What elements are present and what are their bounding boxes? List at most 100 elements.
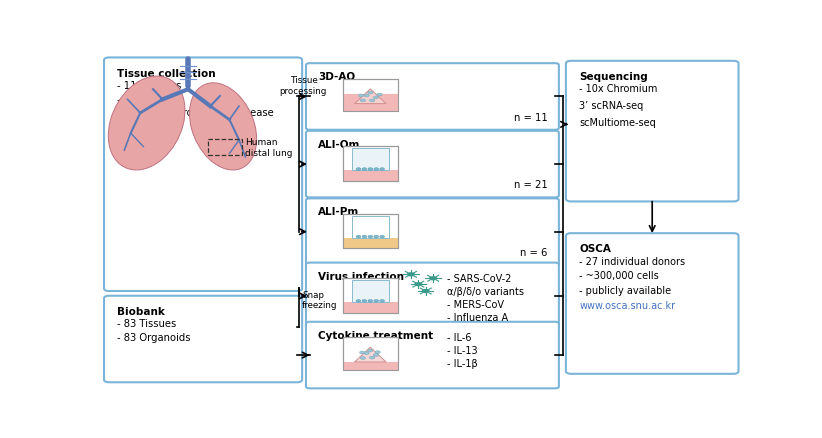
Circle shape [375, 351, 381, 354]
Circle shape [370, 357, 375, 359]
Bar [343, 238, 398, 249]
Text: - Normal / Chronic lung disease: - Normal / Chronic lung disease [118, 108, 275, 118]
Bar [352, 281, 389, 302]
Circle shape [367, 92, 373, 95]
Circle shape [360, 357, 366, 360]
Text: - ~300,000 cells: - ~300,000 cells [580, 271, 659, 281]
FancyBboxPatch shape [306, 263, 559, 329]
Text: 3D-AO: 3D-AO [318, 72, 355, 82]
Circle shape [380, 300, 385, 302]
Text: n = 21: n = 21 [514, 180, 547, 190]
Text: ALI-Pm: ALI-Pm [318, 207, 359, 217]
Text: Snap
freezing: Snap freezing [302, 290, 338, 310]
Bar [352, 216, 389, 238]
Polygon shape [354, 347, 386, 362]
FancyBboxPatch shape [306, 131, 559, 198]
Circle shape [367, 350, 373, 352]
Bar [343, 170, 398, 181]
Bar [343, 170, 398, 181]
Text: - 83 Organoids: - 83 Organoids [118, 332, 191, 343]
Circle shape [362, 300, 367, 302]
Text: Biobank: Biobank [118, 306, 165, 316]
Text: OSCA: OSCA [580, 244, 611, 254]
Bar [343, 215, 398, 249]
Circle shape [358, 95, 363, 98]
Text: n = 6: n = 6 [520, 247, 547, 257]
Bar [343, 279, 398, 313]
Ellipse shape [109, 77, 185, 170]
Ellipse shape [190, 84, 256, 170]
Text: - IL-1β: - IL-1β [447, 358, 478, 368]
Bar [343, 80, 398, 94]
Polygon shape [354, 90, 386, 104]
Circle shape [368, 168, 372, 171]
Text: Tissue
processing: Tissue processing [279, 76, 327, 95]
FancyBboxPatch shape [566, 62, 738, 202]
Circle shape [374, 300, 379, 302]
Text: α/β/δ/o variants: α/β/δ/o variants [447, 286, 524, 296]
Text: n = 11: n = 11 [514, 113, 547, 122]
Bar [343, 215, 398, 249]
Bar [343, 238, 398, 249]
Circle shape [359, 351, 365, 354]
Text: www.osca.snu.ac.kr: www.osca.snu.ac.kr [580, 300, 676, 311]
Text: Human
distal lung: Human distal lung [245, 138, 293, 157]
Bar [352, 149, 389, 170]
Text: Cytokine treatment: Cytokine treatment [318, 330, 433, 340]
Circle shape [422, 289, 430, 293]
Text: - 83 Tissues: - 83 Tissues [118, 318, 177, 328]
Bar [343, 302, 398, 313]
Text: Sequencing: Sequencing [580, 72, 648, 82]
Circle shape [380, 236, 385, 238]
Circle shape [368, 300, 372, 302]
Bar [343, 279, 398, 313]
Circle shape [374, 236, 379, 238]
Text: - Influenza A: - Influenza A [447, 312, 508, 322]
Circle shape [362, 236, 367, 238]
Circle shape [370, 100, 375, 102]
FancyBboxPatch shape [306, 322, 559, 389]
Circle shape [377, 94, 382, 97]
Circle shape [414, 283, 423, 286]
Circle shape [373, 97, 378, 99]
FancyBboxPatch shape [306, 64, 559, 131]
Circle shape [356, 236, 361, 238]
FancyBboxPatch shape [104, 296, 302, 382]
Bar [343, 80, 398, 112]
Circle shape [374, 168, 379, 171]
Text: - MERS-CoV: - MERS-CoV [447, 299, 504, 309]
Text: - 118 Donors: - 118 Donors [118, 81, 182, 91]
Circle shape [364, 95, 369, 98]
FancyBboxPatch shape [306, 199, 559, 265]
Text: Tissue collection: Tissue collection [118, 68, 216, 78]
Text: - IL-13: - IL-13 [447, 345, 478, 355]
Bar [343, 147, 398, 181]
Text: - 27 individual donors: - 27 individual donors [580, 256, 686, 266]
Bar [343, 94, 398, 112]
Bar [343, 302, 398, 313]
Circle shape [362, 168, 367, 171]
Circle shape [407, 272, 415, 277]
Bar [343, 338, 398, 362]
Text: 3’ scRNA-seq: 3’ scRNA-seq [580, 101, 644, 111]
Bar [343, 338, 398, 370]
Circle shape [373, 354, 378, 357]
Text: - Age: 18~87: - Age: 18~87 [118, 94, 183, 104]
Circle shape [368, 236, 372, 238]
Text: - 10x Chromium: - 10x Chromium [580, 84, 658, 94]
Text: - SARS-CoV-2: - SARS-CoV-2 [447, 273, 511, 283]
Circle shape [356, 168, 361, 171]
Text: - publicly available: - publicly available [580, 286, 672, 296]
Bar [343, 362, 398, 370]
Circle shape [429, 276, 437, 281]
Text: Virus infection: Virus infection [318, 271, 404, 281]
Bar [343, 147, 398, 181]
Circle shape [356, 300, 361, 302]
Circle shape [380, 168, 385, 171]
Bar [209, 140, 242, 156]
Circle shape [364, 352, 369, 355]
Text: scMultiome-seq: scMultiome-seq [580, 118, 656, 127]
Circle shape [360, 100, 366, 102]
Text: ALI-Om: ALI-Om [318, 140, 361, 149]
FancyBboxPatch shape [104, 58, 302, 291]
